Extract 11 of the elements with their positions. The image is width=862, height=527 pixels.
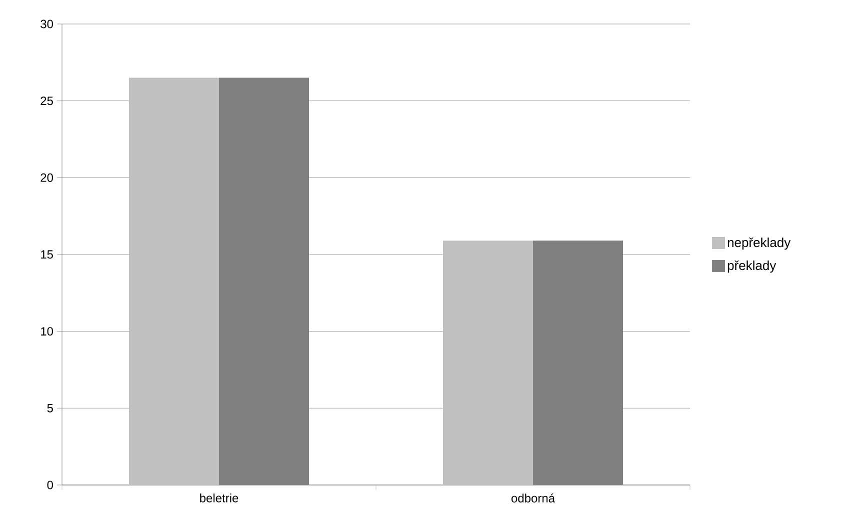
y-tick-label: 25: [40, 96, 53, 106]
x-tick-label: beletrie: [200, 494, 238, 502]
legend-label: nepřeklady: [728, 238, 791, 250]
y-tick-label: 15: [41, 250, 53, 259]
legend-label: překlady: [728, 260, 776, 273]
y-tick-label: 30: [40, 20, 54, 28]
y-tick-label: 5: [47, 404, 53, 412]
y-tick-label: 0: [47, 480, 54, 490]
y-tick-label: 20: [40, 173, 54, 182]
y-tick-label: 10: [41, 327, 54, 336]
x-tick-label: odborná: [511, 494, 556, 502]
